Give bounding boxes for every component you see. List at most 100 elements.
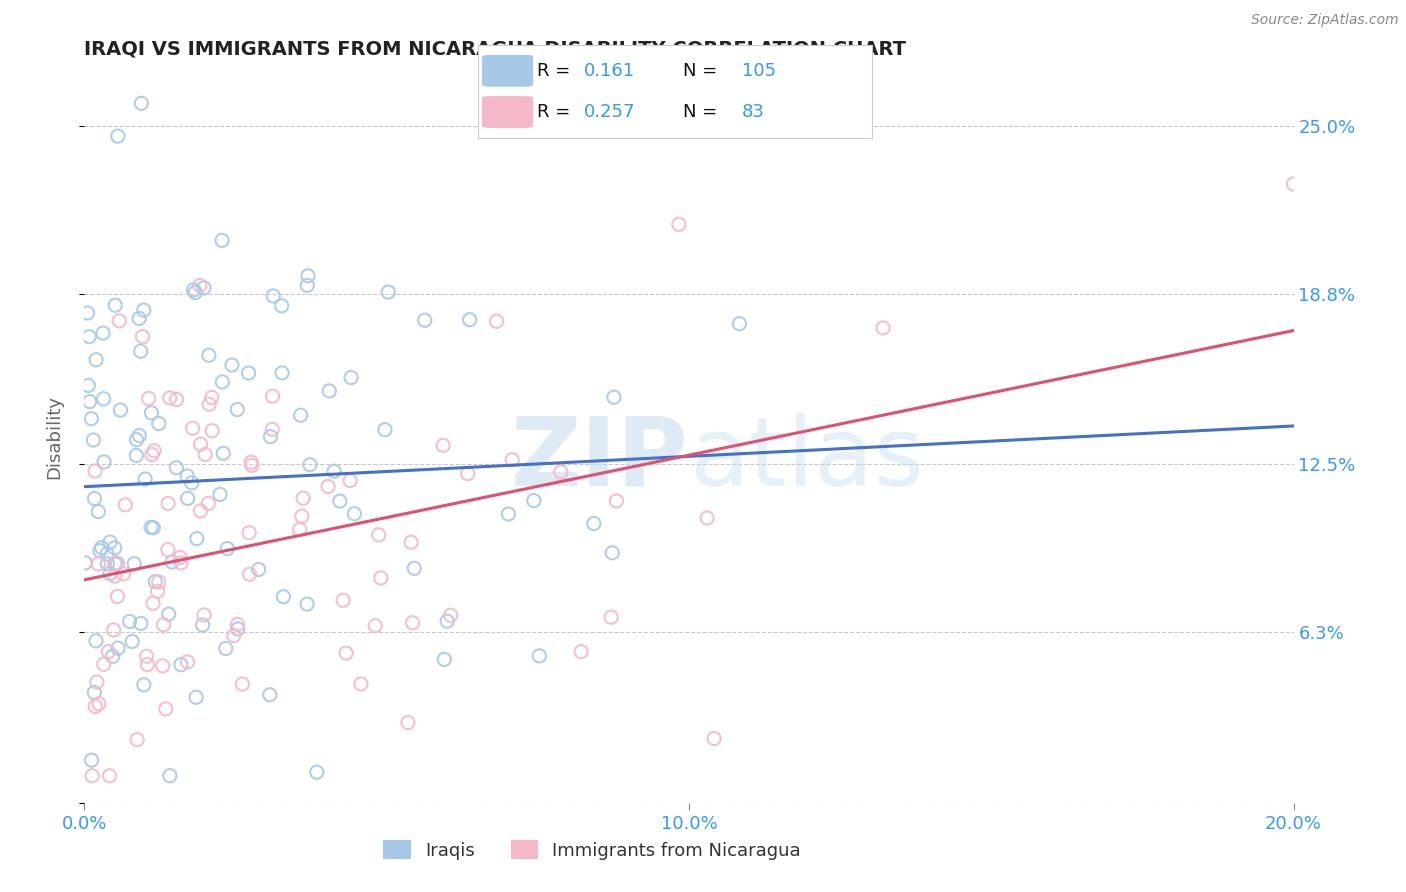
Point bbox=[104, 569, 127, 583]
Point bbox=[339, 474, 361, 488]
Point bbox=[107, 641, 129, 656]
Point bbox=[193, 607, 215, 622]
Point bbox=[501, 452, 523, 467]
Text: atlas: atlas bbox=[689, 412, 924, 506]
Point bbox=[273, 590, 295, 604]
Point bbox=[343, 507, 366, 521]
Point bbox=[298, 458, 321, 472]
Point bbox=[180, 475, 202, 490]
Point bbox=[364, 618, 387, 632]
Point bbox=[159, 769, 181, 783]
Point bbox=[329, 494, 352, 508]
Point bbox=[142, 521, 165, 535]
Point bbox=[226, 402, 249, 417]
Point bbox=[75, 556, 97, 570]
Point bbox=[188, 278, 211, 293]
Point bbox=[215, 641, 238, 656]
Point bbox=[432, 438, 454, 452]
Point bbox=[668, 217, 690, 231]
Point bbox=[291, 509, 314, 524]
Point bbox=[374, 423, 396, 437]
Point bbox=[136, 657, 159, 672]
Point bbox=[135, 649, 157, 664]
Point bbox=[152, 617, 174, 632]
Point bbox=[259, 688, 281, 702]
Point bbox=[728, 317, 751, 331]
Point bbox=[110, 403, 132, 417]
Point bbox=[98, 535, 121, 549]
Point bbox=[134, 472, 156, 486]
Point bbox=[208, 487, 231, 501]
Point bbox=[239, 567, 262, 582]
Point bbox=[107, 129, 129, 144]
Point bbox=[197, 496, 219, 510]
Point bbox=[170, 556, 193, 570]
Point bbox=[77, 329, 100, 343]
Point bbox=[404, 561, 426, 575]
Point bbox=[240, 455, 263, 469]
Point bbox=[332, 593, 354, 607]
Point bbox=[184, 285, 207, 300]
Text: ZIP: ZIP bbox=[510, 412, 689, 506]
Point bbox=[105, 556, 128, 570]
Point bbox=[82, 433, 104, 447]
Point bbox=[350, 677, 373, 691]
Point bbox=[485, 314, 508, 328]
Point bbox=[157, 496, 180, 510]
Point bbox=[165, 460, 187, 475]
Point bbox=[872, 321, 894, 335]
Point bbox=[146, 584, 169, 599]
Point bbox=[247, 562, 270, 576]
Point bbox=[186, 690, 208, 705]
Point bbox=[582, 516, 605, 531]
Point bbox=[370, 571, 392, 585]
Point bbox=[142, 596, 165, 610]
Point bbox=[318, 384, 340, 398]
Point bbox=[121, 634, 143, 648]
Point bbox=[157, 607, 180, 622]
Point bbox=[440, 608, 463, 623]
Point bbox=[305, 765, 328, 780]
Point bbox=[90, 541, 112, 555]
Point bbox=[159, 391, 181, 405]
Point bbox=[87, 557, 110, 571]
Text: R =: R = bbox=[537, 103, 576, 121]
Point bbox=[114, 498, 136, 512]
Point bbox=[222, 629, 245, 643]
Point bbox=[1282, 177, 1305, 191]
Point bbox=[396, 715, 419, 730]
Point bbox=[141, 406, 163, 420]
Point bbox=[84, 633, 107, 648]
Point bbox=[183, 283, 205, 297]
Point bbox=[89, 543, 111, 558]
Text: 83: 83 bbox=[742, 103, 765, 121]
Point bbox=[297, 278, 319, 293]
Text: 0.161: 0.161 bbox=[585, 62, 636, 79]
Point bbox=[96, 547, 118, 561]
Point bbox=[290, 409, 312, 423]
FancyBboxPatch shape bbox=[482, 55, 533, 87]
Point bbox=[93, 392, 115, 406]
Point bbox=[131, 96, 153, 111]
Point bbox=[105, 557, 128, 571]
Point bbox=[605, 494, 627, 508]
Point bbox=[550, 465, 572, 479]
Point bbox=[129, 616, 152, 631]
Point bbox=[93, 657, 115, 672]
Point bbox=[457, 467, 479, 481]
Text: N =: N = bbox=[683, 62, 717, 79]
Point bbox=[262, 289, 284, 303]
Point bbox=[152, 659, 174, 673]
Point bbox=[104, 298, 127, 312]
Point bbox=[569, 645, 592, 659]
Point bbox=[169, 550, 191, 565]
Point bbox=[160, 555, 183, 569]
Point bbox=[148, 574, 170, 589]
Point bbox=[193, 281, 215, 295]
Point bbox=[83, 685, 105, 699]
Text: R =: R = bbox=[537, 62, 576, 79]
Point bbox=[259, 430, 281, 444]
Point bbox=[399, 535, 422, 549]
Point bbox=[104, 541, 127, 555]
Point bbox=[143, 443, 166, 458]
